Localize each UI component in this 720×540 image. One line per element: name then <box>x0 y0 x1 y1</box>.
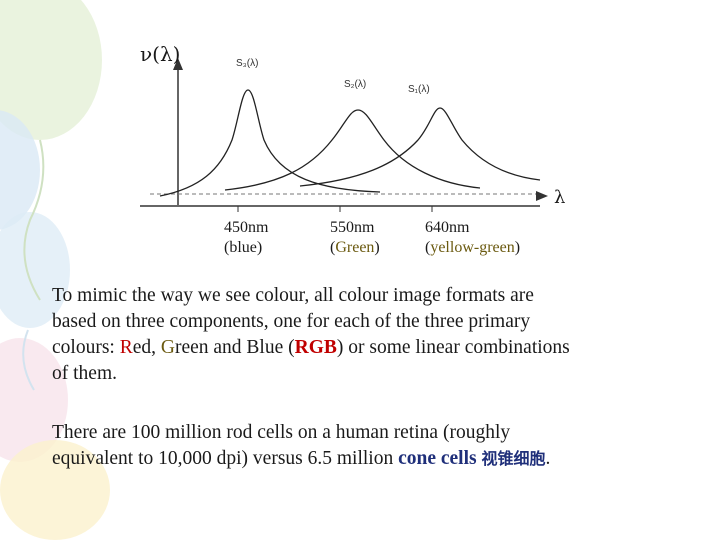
balloon-decoration <box>0 338 68 462</box>
cone-cells-chinese: 视锥细胞 <box>481 449 546 468</box>
y-axis-arrow <box>173 58 183 70</box>
text-span: colours: <box>52 337 120 358</box>
wavelength-value: 640nm <box>425 219 470 236</box>
cone-label-s1: S₁(λ) <box>408 84 430 95</box>
wavelength-color: (Green) <box>330 239 380 256</box>
y-axis-label: ν(λ) <box>140 42 181 66</box>
x-axis-arrow <box>536 191 548 201</box>
text-line: There are 100 million rod cells on a hum… <box>52 422 511 443</box>
balloon-decoration <box>0 0 102 140</box>
wavelength-color: (yellow-green) <box>425 239 521 256</box>
wavelength-color: (blue) <box>224 239 263 256</box>
balloon-string <box>22 329 35 391</box>
balloon-decoration <box>0 212 70 328</box>
paragraph-retina: There are 100 million rod cells on a hum… <box>52 420 550 472</box>
s2-curve <box>224 109 481 191</box>
balloon-string <box>23 139 45 301</box>
text-line: colours: Red, Green and Blue (RGB) or so… <box>52 335 570 361</box>
text-span: equivalent to 10,000 dpi) versus 6.5 mil… <box>52 448 399 469</box>
balloon-decoration <box>0 440 110 540</box>
text-line: To mimic the way we see colour, all colo… <box>52 285 534 306</box>
rgb-acronym: RGB <box>294 337 337 358</box>
red-initial: R <box>119 337 133 358</box>
wavelength-value: 450nm <box>224 219 269 236</box>
x-axis-label: λ <box>554 187 566 208</box>
text-span: reen and Blue ( <box>174 337 295 358</box>
paragraph-rgb: To mimic the way we see colour, all colo… <box>52 283 570 387</box>
text-line: equivalent to 10,000 dpi) versus 6.5 mil… <box>52 446 550 472</box>
wavelength-550: 550nm (Green) <box>330 218 380 258</box>
cone-cells-term: cone cells <box>398 448 477 469</box>
cone-label-s2: S₂(λ) <box>344 79 367 90</box>
text-span: ) or some linear combinations <box>336 337 570 358</box>
s1-curve <box>299 107 541 187</box>
text-span: ed, <box>132 337 161 358</box>
s3-curve <box>159 89 381 197</box>
cone-label-s3: S₃(λ) <box>236 58 259 69</box>
wavelength-640: 640nm (yellow-green) <box>425 218 520 258</box>
green-initial: G <box>160 337 175 358</box>
wavelength-color-name: Green <box>335 239 375 256</box>
balloon-decoration <box>0 110 40 230</box>
text-span: . <box>545 448 551 469</box>
wavelength-color-name: yellow-green <box>430 239 515 256</box>
text-line: based on three components, one for each … <box>52 311 531 332</box>
wavelength-450: 450nm (blue) <box>224 218 268 258</box>
text-line: of them. <box>52 363 117 384</box>
wavelength-value: 550nm <box>330 219 375 236</box>
